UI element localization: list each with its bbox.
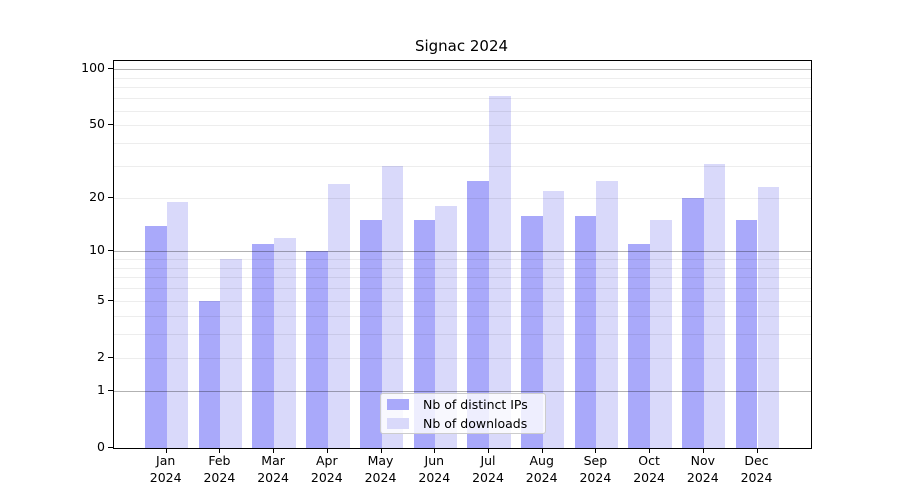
y-tick-2 <box>108 356 113 358</box>
x-tick-label-jul: Jul 2024 <box>472 453 504 485</box>
y-tick-50 <box>108 124 113 126</box>
x-tick-aug <box>541 448 543 453</box>
minor-gridline-20 <box>114 198 811 200</box>
x-tick-label-nov: Nov 2024 <box>686 453 719 485</box>
bar-oct-distinct-ips <box>628 244 651 448</box>
minor-gridline-90 <box>114 77 811 79</box>
x-tick-dec <box>756 448 758 453</box>
x-tick-label-sep: Sep 2024 <box>579 453 612 485</box>
legend-label-distinct-ips: Nb of distinct IPs <box>423 396 528 412</box>
minor-gridline-30 <box>114 166 811 168</box>
bar-oct-downloads <box>650 220 672 448</box>
plot-area: Nb of distinct IPs Nb of downloads <box>113 60 812 449</box>
minor-gridline-50 <box>114 125 811 127</box>
bar-jan-distinct-ips <box>145 225 167 448</box>
x-tick-sep <box>595 448 597 453</box>
legend: Nb of distinct IPs Nb of downloads <box>380 393 546 434</box>
x-tick-label-oct: Oct 2024 <box>633 453 665 485</box>
bar-dec-distinct-ips <box>735 220 758 448</box>
x-tick-feb <box>219 448 221 453</box>
y-tick-10 <box>108 250 113 252</box>
y-tick-1 <box>108 390 113 392</box>
bar-sep-downloads <box>596 180 619 448</box>
y-tick-label-50: 50 <box>89 116 105 132</box>
bar-feb-downloads <box>220 259 243 448</box>
bar-jan-downloads <box>166 202 189 448</box>
x-tick-jan <box>165 448 167 453</box>
minor-gridline-60 <box>114 110 811 112</box>
bar-jun-downloads <box>435 206 457 448</box>
y-tick-0 <box>108 447 113 448</box>
bar-sep-distinct-ips <box>574 215 597 448</box>
bar-mar-distinct-ips <box>252 244 275 448</box>
legend-swatch-downloads <box>387 417 409 429</box>
chart-title: Signac 2024 <box>414 37 509 55</box>
legend-label-downloads: Nb of downloads <box>423 415 528 431</box>
y-tick-label-5: 5 <box>97 291 105 307</box>
major-gridline-1 <box>114 391 811 393</box>
x-tick-label-dec: Dec 2024 <box>740 453 773 485</box>
minor-gridline-2 <box>114 357 811 359</box>
minor-gridline-80 <box>114 87 811 89</box>
minor-gridline-40 <box>114 143 811 145</box>
bar-feb-distinct-ips <box>198 300 221 448</box>
minor-gridline-4 <box>114 315 811 317</box>
x-tick-label-jun: Jun 2024 <box>418 453 451 485</box>
x-tick-jun <box>434 448 436 453</box>
minor-gridline-5 <box>114 300 811 302</box>
minor-gridline-3 <box>114 334 811 336</box>
y-tick-100 <box>108 68 113 70</box>
x-tick-label-may: May 2024 <box>364 453 397 485</box>
major-gridline-100 <box>114 69 811 71</box>
y-tick-label-10: 10 <box>89 242 105 258</box>
bar-may-distinct-ips <box>359 220 382 448</box>
minor-gridline-9 <box>114 259 811 260</box>
minor-gridline-8 <box>114 267 811 269</box>
legend-swatch-distinct-ips <box>387 398 409 410</box>
x-tick-label-jan: Jan 2024 <box>149 453 182 485</box>
bar-aug-distinct-ips <box>520 215 543 448</box>
minor-gridline-6 <box>114 288 811 290</box>
bar-dec-downloads <box>757 187 780 448</box>
y-tick-20 <box>108 197 113 199</box>
legend-row-distinct-ips: Nb of distinct IPs <box>387 397 539 412</box>
x-tick-label-mar: Mar 2024 <box>257 453 289 485</box>
x-tick-oct <box>649 448 651 453</box>
x-tick-apr <box>326 448 328 453</box>
y-tick-label-100: 100 <box>81 60 105 76</box>
minor-gridline-70 <box>114 98 811 100</box>
bar-mar-downloads <box>274 237 296 448</box>
x-tick-nov <box>702 448 704 453</box>
x-tick-jul <box>488 448 489 453</box>
y-tick-label-20: 20 <box>89 189 105 205</box>
y-tick-5 <box>108 299 113 301</box>
bar-jul-downloads <box>488 95 511 448</box>
y-tick-label-2: 2 <box>97 348 105 364</box>
major-gridline-10 <box>114 251 811 253</box>
bar-apr-downloads <box>327 183 350 448</box>
y-tick-label-1: 1 <box>97 382 105 398</box>
minor-gridline-7 <box>114 277 811 279</box>
bar-may-downloads <box>381 166 404 448</box>
legend-row-downloads: Nb of downloads <box>387 416 539 431</box>
bar-nov-downloads <box>703 163 726 448</box>
bar-jul-distinct-ips <box>467 180 489 448</box>
x-tick-may <box>380 448 382 453</box>
bar-apr-distinct-ips <box>306 251 328 448</box>
x-tick-label-apr: Apr 2024 <box>310 453 343 485</box>
x-tick-label-aug: Aug 2024 <box>525 453 558 485</box>
bar-jun-distinct-ips <box>413 220 436 448</box>
x-tick-mar <box>273 448 275 453</box>
bar-nov-distinct-ips <box>682 198 704 448</box>
y-tick-label-0: 0 <box>97 439 105 454</box>
x-tick-label-feb: Feb 2024 <box>203 453 236 485</box>
bar-aug-downloads <box>542 190 565 448</box>
